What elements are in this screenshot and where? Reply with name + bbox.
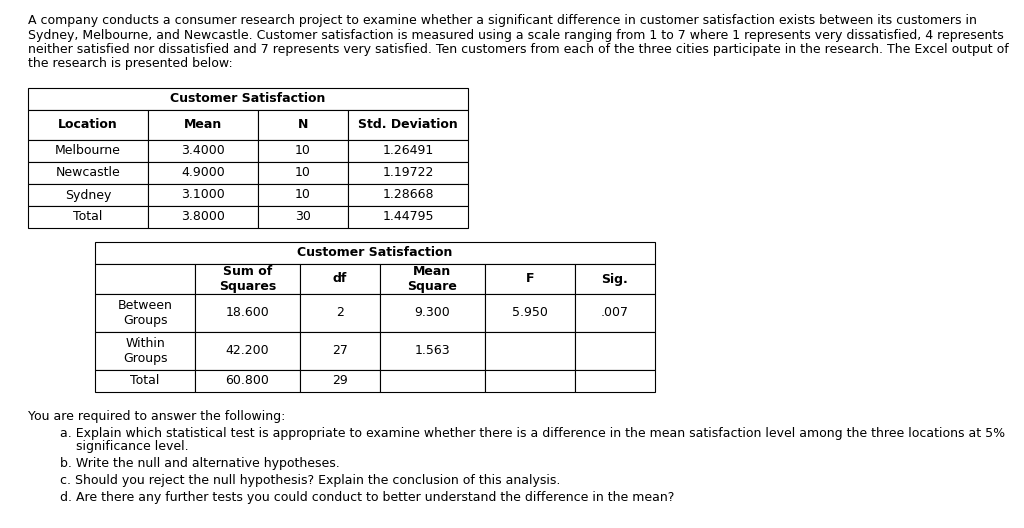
Bar xyxy=(258,184,348,206)
Bar xyxy=(148,162,258,184)
Bar xyxy=(485,332,575,370)
Text: Customer Satisfaction: Customer Satisfaction xyxy=(297,247,453,259)
Bar xyxy=(28,140,148,162)
Bar xyxy=(258,140,348,162)
Text: 29: 29 xyxy=(332,374,348,388)
Text: 3.8000: 3.8000 xyxy=(181,211,225,223)
Bar xyxy=(485,370,575,392)
Bar xyxy=(348,184,468,206)
Text: N: N xyxy=(298,118,308,131)
Bar xyxy=(148,206,258,228)
Bar xyxy=(28,206,148,228)
Text: 4.9000: 4.9000 xyxy=(181,166,225,180)
Bar xyxy=(380,332,485,370)
Text: 1.26491: 1.26491 xyxy=(382,145,433,157)
Text: Sydney: Sydney xyxy=(65,188,112,202)
Bar xyxy=(258,206,348,228)
Text: .007: .007 xyxy=(601,306,629,319)
Text: Location: Location xyxy=(58,118,118,131)
Text: 3.1000: 3.1000 xyxy=(181,188,225,202)
Text: 2: 2 xyxy=(336,306,344,319)
Bar xyxy=(195,332,300,370)
Text: significance level.: significance level. xyxy=(60,440,188,453)
Bar xyxy=(300,294,380,332)
Text: A company conducts a consumer research project to examine whether a significant : A company conducts a consumer research p… xyxy=(28,14,977,27)
Text: 10: 10 xyxy=(295,145,311,157)
Text: Sydney, Melbourne, and Newcastle. Customer satisfaction is measured using a scal: Sydney, Melbourne, and Newcastle. Custom… xyxy=(28,29,1004,42)
Bar xyxy=(258,110,348,140)
Text: 9.300: 9.300 xyxy=(415,306,451,319)
Text: Melbourne: Melbourne xyxy=(55,145,121,157)
Text: Mean: Mean xyxy=(184,118,222,131)
Text: Mean
Square: Mean Square xyxy=(408,265,458,293)
Text: Sum of
Squares: Sum of Squares xyxy=(219,265,276,293)
Text: 10: 10 xyxy=(295,188,311,202)
Bar xyxy=(95,242,655,264)
Text: df: df xyxy=(333,272,347,286)
Text: neither satisfied nor dissatisfied and 7 represents very satisfied. Ten customer: neither satisfied nor dissatisfied and 7… xyxy=(28,43,1009,56)
Bar xyxy=(28,162,148,184)
Bar xyxy=(195,264,300,294)
Text: Total: Total xyxy=(74,211,102,223)
Text: 3.4000: 3.4000 xyxy=(181,145,225,157)
Text: 10: 10 xyxy=(295,166,311,180)
Bar xyxy=(28,88,468,110)
Bar xyxy=(348,206,468,228)
Bar xyxy=(348,162,468,184)
Bar xyxy=(148,110,258,140)
Text: 42.200: 42.200 xyxy=(225,344,269,357)
Bar xyxy=(575,294,655,332)
Bar xyxy=(300,332,380,370)
Text: 1.44795: 1.44795 xyxy=(382,211,434,223)
Text: 5.950: 5.950 xyxy=(512,306,548,319)
Bar xyxy=(95,370,195,392)
Text: 30: 30 xyxy=(295,211,311,223)
Text: 1.563: 1.563 xyxy=(415,344,451,357)
Text: 18.600: 18.600 xyxy=(225,306,269,319)
Bar xyxy=(485,264,575,294)
Text: Within
Groups: Within Groups xyxy=(123,337,167,365)
Bar xyxy=(575,332,655,370)
Text: You are required to answer the following:: You are required to answer the following… xyxy=(28,410,286,423)
Text: the research is presented below:: the research is presented below: xyxy=(28,58,232,71)
Bar xyxy=(95,294,195,332)
Bar xyxy=(348,110,468,140)
Text: Customer Satisfaction: Customer Satisfaction xyxy=(170,92,326,106)
Text: 1.28668: 1.28668 xyxy=(382,188,434,202)
Text: d. Are there any further tests you could conduct to better understand the differ: d. Are there any further tests you could… xyxy=(60,491,677,504)
Bar xyxy=(148,184,258,206)
Text: Sig.: Sig. xyxy=(602,272,629,286)
Bar xyxy=(28,184,148,206)
Text: Between
Groups: Between Groups xyxy=(118,299,172,327)
Bar xyxy=(195,294,300,332)
Bar xyxy=(300,264,380,294)
Text: Std. Deviation: Std. Deviation xyxy=(358,118,458,131)
Bar xyxy=(380,370,485,392)
Bar xyxy=(575,370,655,392)
Bar xyxy=(258,162,348,184)
Text: F: F xyxy=(525,272,535,286)
Bar xyxy=(28,110,148,140)
Bar xyxy=(575,264,655,294)
Text: 27: 27 xyxy=(332,344,348,357)
Text: b. Write the null and alternative hypotheses.: b. Write the null and alternative hypoth… xyxy=(60,457,340,470)
Text: Newcastle: Newcastle xyxy=(55,166,121,180)
Bar xyxy=(95,332,195,370)
Text: c. Should you reject the null hypothesis? Explain the conclusion of this analysi: c. Should you reject the null hypothesis… xyxy=(60,474,560,487)
Bar xyxy=(380,294,485,332)
Bar xyxy=(300,370,380,392)
Bar xyxy=(380,264,485,294)
Bar xyxy=(95,264,195,294)
Bar xyxy=(485,294,575,332)
Bar xyxy=(348,140,468,162)
Text: 60.800: 60.800 xyxy=(225,374,269,388)
Bar xyxy=(148,140,258,162)
Text: Total: Total xyxy=(130,374,160,388)
Text: a. Explain which statistical test is appropriate to examine whether there is a d: a. Explain which statistical test is app… xyxy=(60,427,1006,440)
Bar xyxy=(195,370,300,392)
Text: 1.19722: 1.19722 xyxy=(382,166,434,180)
